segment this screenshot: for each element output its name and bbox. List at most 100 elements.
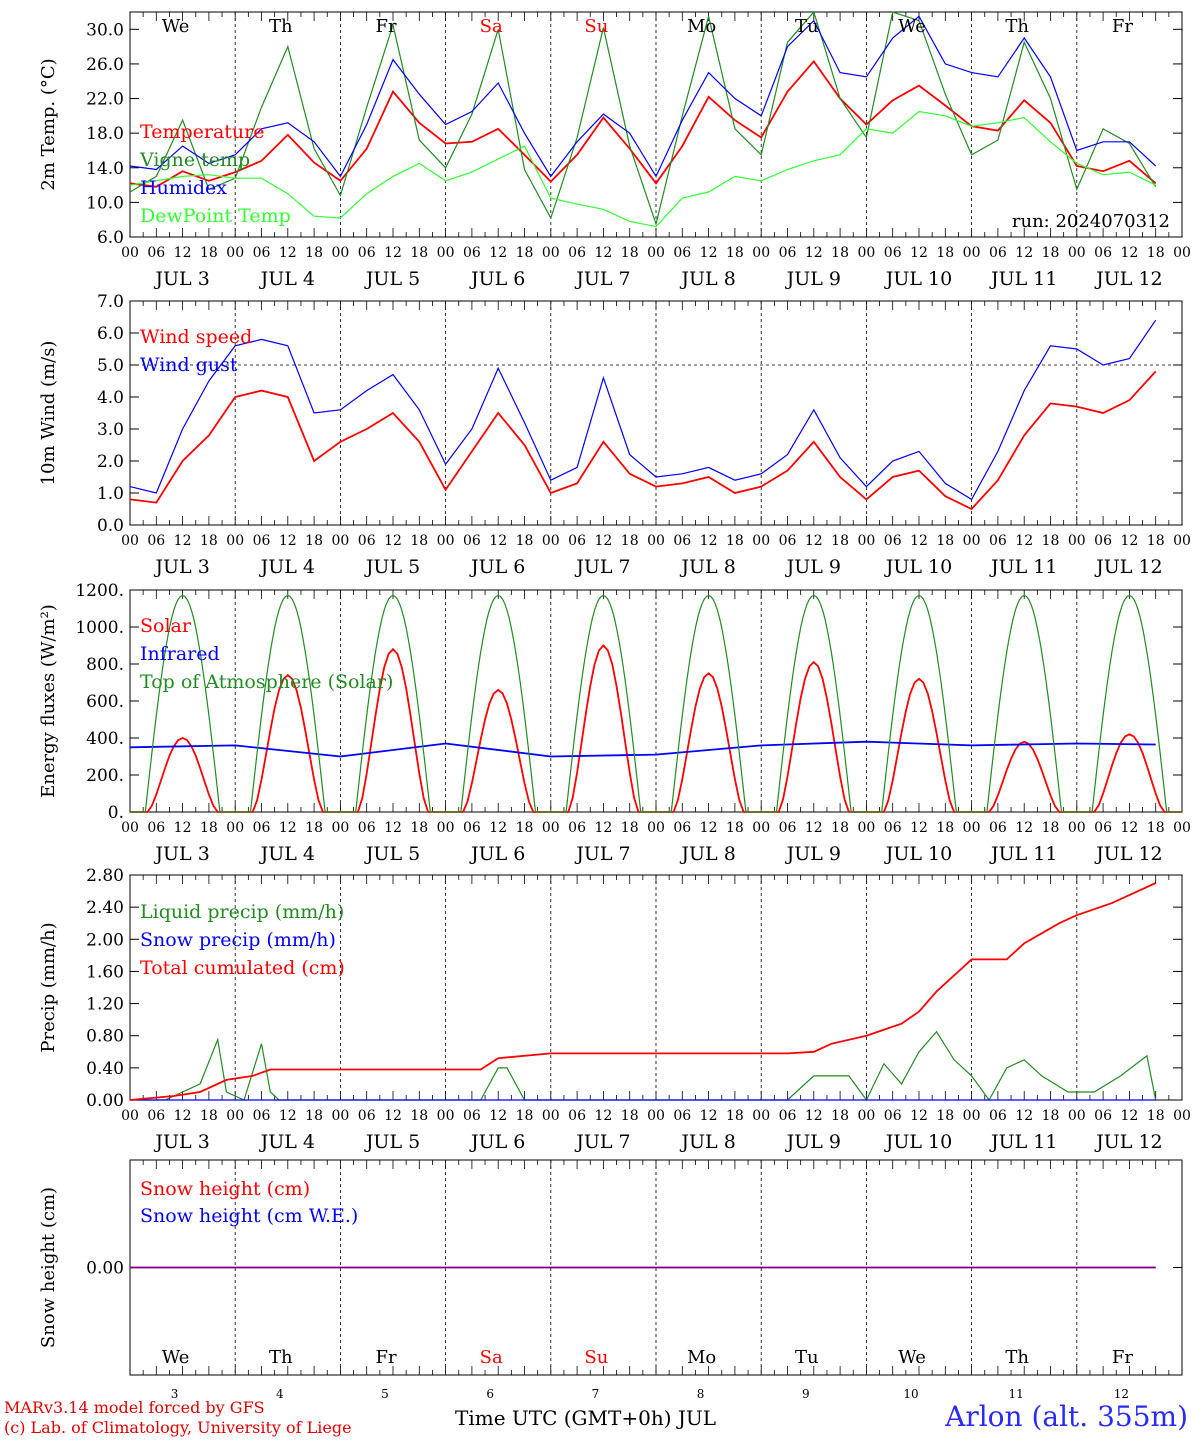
legend-entry: Wind speed: [140, 326, 252, 348]
hour-label: 00: [1068, 1108, 1086, 1124]
hour-label: 00: [437, 533, 455, 549]
y-tick-label: 7.0: [97, 292, 124, 312]
hour-label: 18: [200, 533, 218, 549]
series-line-temperature: [129, 59, 1157, 188]
hour-label: 12: [384, 533, 402, 549]
hour-label: 00: [1173, 1108, 1191, 1124]
date-label: JUL 10: [884, 1131, 952, 1153]
y-tick-label: 1200.: [75, 581, 124, 601]
y-tick-label: 5.0: [97, 356, 124, 376]
hour-label: 06: [568, 820, 586, 836]
hour-label: 06: [568, 1108, 586, 1124]
hour-label: 18: [936, 245, 954, 261]
hour-label: 18: [410, 245, 428, 261]
hour-label: 06: [147, 1108, 165, 1124]
hour-label: 00: [752, 1108, 770, 1124]
hour-label: 18: [831, 820, 849, 836]
hour-label: 00: [331, 245, 349, 261]
hour-label: 06: [673, 1108, 691, 1124]
panel-4: [129, 874, 1183, 1102]
hour-label: 00: [752, 245, 770, 261]
y-tick-label: 2.0: [97, 452, 124, 472]
hour-label: 18: [200, 245, 218, 261]
hour-label: 12: [805, 820, 823, 836]
hour-label: 18: [410, 1108, 428, 1124]
hour-label: 18: [1042, 245, 1060, 261]
hour-label: 12: [489, 1108, 507, 1124]
hour-label: 00: [857, 533, 875, 549]
y-tick-label: 0.00: [86, 1091, 124, 1111]
hour-label: 12: [1015, 533, 1033, 549]
weekday-label: We: [162, 1347, 190, 1368]
hour-label: 06: [1094, 820, 1112, 836]
hour-label: 12: [489, 245, 507, 261]
legend-entry: Humidex: [140, 177, 227, 199]
weekday-label: Mo: [687, 1347, 716, 1368]
date-label: JUL 4: [259, 843, 315, 865]
date-label: JUL 8: [679, 1131, 735, 1153]
panel-5: [129, 1159, 1183, 1376]
legend-entry: Temperature: [140, 121, 264, 143]
hour-label: 00: [542, 1108, 560, 1124]
hour-label: 00: [1173, 533, 1191, 549]
y-tick-label: 2.80: [86, 866, 124, 886]
y-tick-label: 3.0: [97, 420, 124, 440]
series-line-humidex: [129, 15, 1157, 178]
hour-label: 00: [121, 533, 139, 549]
hour-label: 18: [936, 533, 954, 549]
series-line-infrared: [129, 740, 1156, 758]
hour-label: 00: [331, 533, 349, 549]
hour-label: 12: [489, 820, 507, 836]
y-axis-label: Energy fluxes (W/m²): [38, 604, 59, 798]
hour-label: 12: [1015, 1108, 1033, 1124]
hour-label: 18: [1042, 820, 1060, 836]
hour-label: 18: [1042, 533, 1060, 549]
weekday-label: Su: [584, 16, 608, 37]
date-label: JUL 4: [259, 556, 315, 578]
hour-label: 12: [384, 245, 402, 261]
hour-label: 06: [568, 245, 586, 261]
hour-label: 12: [279, 820, 297, 836]
y-tick-label: 0.80: [86, 1027, 124, 1047]
legend-entry: Infrared: [140, 643, 220, 665]
bottom-date-label: 3: [171, 1387, 179, 1401]
legend-entry: Snow height (cm W.E.): [140, 1205, 358, 1227]
hour-label: 06: [147, 533, 165, 549]
date-label: JUL 3: [153, 843, 209, 865]
hour-label: 12: [594, 245, 612, 261]
y-tick-label: 1.0: [97, 484, 124, 504]
hour-label: 18: [410, 533, 428, 549]
hour-label: 06: [358, 245, 376, 261]
run-label: run: 2024070312: [1012, 211, 1170, 232]
date-label: JUL 10: [884, 268, 952, 290]
hour-label: 18: [621, 533, 639, 549]
y-tick-label: 400.: [86, 729, 124, 749]
legend-entry: Wind gust: [140, 354, 238, 376]
station-name: Arlon (alt. 355m): [945, 1400, 1188, 1433]
hour-label: 00: [1068, 245, 1086, 261]
panel-1: [129, 10, 1183, 238]
hour-label: 18: [516, 820, 534, 836]
hour-label: 18: [200, 1108, 218, 1124]
hour-label: 06: [673, 820, 691, 836]
hour-label: 00: [331, 1108, 349, 1124]
weekday-label: Sa: [480, 1347, 503, 1368]
hour-label: 12: [174, 820, 192, 836]
y-axis-label: 10m Wind (m/s): [38, 341, 59, 486]
hour-label: 06: [1094, 533, 1112, 549]
hour-label: 00: [226, 245, 244, 261]
date-label: JUL 12: [1094, 268, 1162, 290]
legend-entry: Liquid precip (mm/h): [140, 901, 344, 923]
weekday-label: Th: [1005, 1347, 1029, 1368]
legend-entry: Snow height (cm): [140, 1178, 310, 1200]
date-label: JUL 7: [574, 843, 630, 865]
hour-label: 18: [305, 820, 323, 836]
hour-label: 18: [1147, 820, 1165, 836]
y-tick-label: 600.: [86, 692, 124, 712]
hour-label: 00: [647, 533, 665, 549]
hour-label: 00: [542, 245, 560, 261]
hour-label: 00: [121, 245, 139, 261]
date-label: JUL 11: [989, 843, 1057, 865]
bottom-date-label: 4: [276, 1387, 284, 1401]
